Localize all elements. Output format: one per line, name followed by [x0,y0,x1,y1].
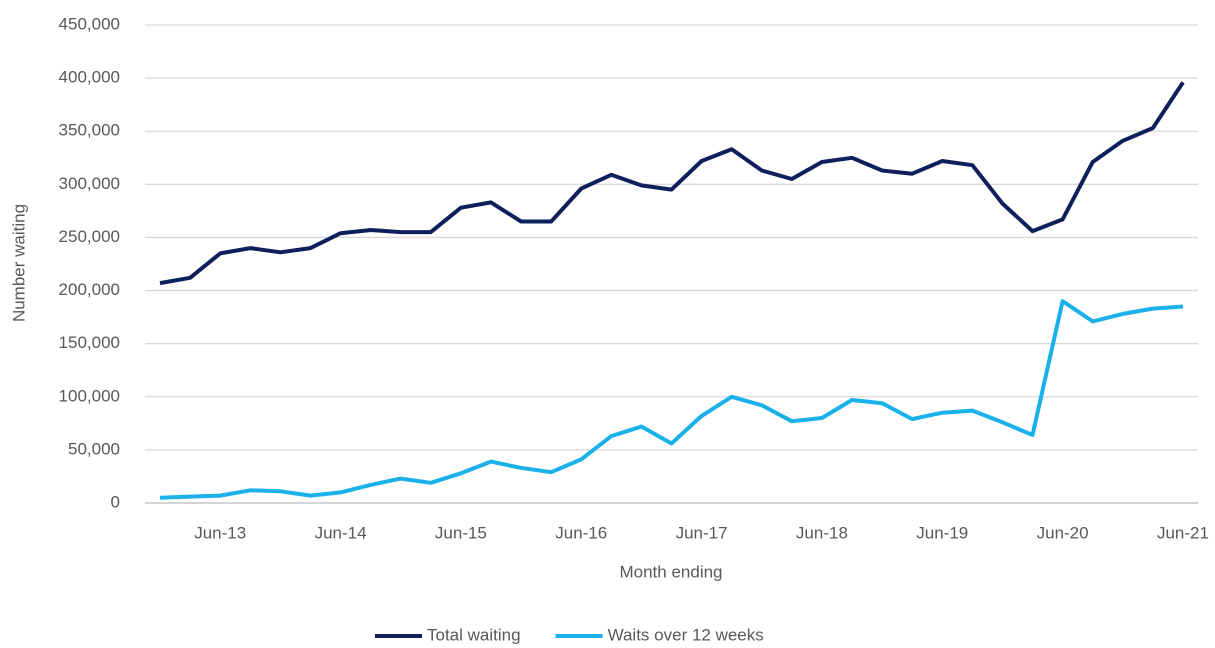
x-tick-label: Jun-16 [555,523,607,542]
y-tick-label: 150,000 [59,333,120,352]
x-tick-label: Jun-14 [315,523,367,542]
y-tick-label: 450,000 [59,14,120,33]
y-axis-label: Number waiting [9,204,28,322]
x-tick-label: Jun-21 [1157,523,1209,542]
y-tick-label: 0 [111,492,120,511]
y-tick-label: 100,000 [59,386,120,405]
y-tick-label: 50,000 [68,439,120,458]
y-tick-label: 250,000 [59,227,120,246]
legend-label: Waits over 12 weeks [608,625,764,644]
y-tick-label: 400,000 [59,68,120,87]
x-tick-label: Jun-13 [194,523,246,542]
x-tick-label: Jun-20 [1037,523,1089,542]
x-tick-label: Jun-15 [435,523,487,542]
x-tick-label: Jun-19 [916,523,968,542]
y-tick-label: 200,000 [59,280,120,299]
x-axis-label: Month ending [619,562,722,581]
y-tick-label: 350,000 [59,121,120,140]
series-line [159,299,1184,500]
x-tick-label: Jun-18 [796,523,848,542]
x-tick-label: Jun-17 [676,523,728,542]
y-tick-label: 300,000 [59,174,120,193]
series-line [159,81,1185,286]
legend-label: Total waiting [427,625,521,644]
